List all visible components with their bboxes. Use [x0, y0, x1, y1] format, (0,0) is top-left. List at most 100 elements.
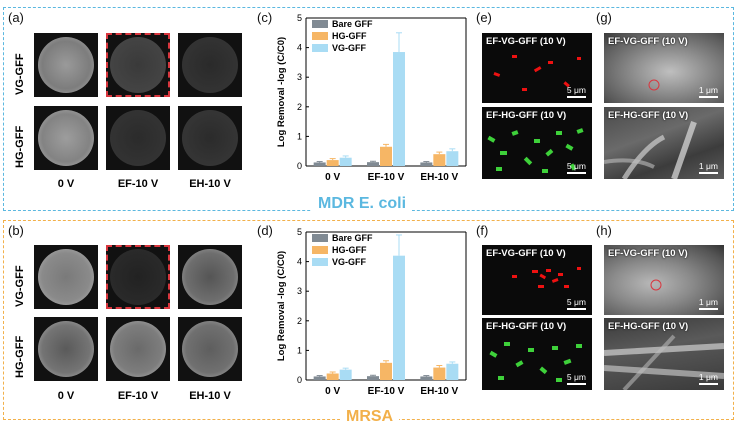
col-label-b-0v: 0 V	[57, 390, 75, 402]
fluor-f-bottom-label: EF-HG-GFF (10 V)	[486, 321, 567, 332]
col-label-a-ef: EF-10 V	[117, 178, 159, 190]
fluor-f-bottom: EF-HG-GFF (10 V) 5 μm	[482, 318, 592, 390]
dish-a-hg-ef	[106, 106, 170, 170]
legend-label: VG-GFF	[332, 43, 366, 53]
panel-label-a: (a)	[8, 10, 24, 25]
bar	[446, 151, 459, 166]
dish-a-vg-0v	[34, 33, 98, 97]
chart-c: 0 1 2 3 4 5 Log Removal -log (C/C0) 0 V EF-10 V E…	[276, 14, 467, 183]
dish-b-vg-0v	[34, 245, 98, 309]
bar	[420, 162, 433, 166]
sem-h-top-label: EF-VG-GFF (10 V)	[608, 248, 688, 259]
sem-h-bottom-label: EF-HG-GFF (10 V)	[608, 321, 689, 332]
legend-swatch	[312, 246, 328, 254]
bar	[433, 154, 446, 166]
bar	[380, 146, 392, 166]
bar	[313, 376, 326, 380]
dish-b-vg-eh	[178, 245, 242, 309]
legend-swatch	[312, 258, 328, 266]
y-tick-label: 4	[297, 257, 302, 267]
legend-swatch	[312, 44, 328, 52]
bar	[446, 363, 459, 380]
row-label-hg: HG-GFF	[14, 125, 26, 168]
scale-bar: 1 μm	[698, 161, 718, 174]
x-tick-label: 0 V	[325, 172, 340, 183]
legend-label: Bare GFF	[332, 19, 373, 29]
y-axis-label: Log Removal -log (C/C0)	[276, 251, 287, 361]
x-tick-label: 0 V	[325, 386, 340, 397]
bar	[367, 162, 379, 166]
y-tick-label: 5	[297, 228, 302, 237]
bar	[393, 52, 405, 166]
y-axis-label: Log Removal -log (C/C0)	[276, 37, 287, 147]
panel-label-e: (e)	[476, 10, 492, 25]
legend-swatch	[312, 32, 328, 40]
scale-bar: 1 μm	[698, 85, 718, 98]
legend-label: Bare GFF	[332, 233, 373, 243]
panel-label-d: (d)	[257, 223, 273, 238]
row-label-vg-b: VG-GFF	[14, 265, 26, 307]
y-tick-label: 5	[297, 14, 302, 23]
y-tick-label: 2	[297, 102, 302, 112]
y-tick-label: 3	[297, 72, 302, 82]
bar	[367, 376, 379, 380]
bar	[339, 369, 352, 380]
fluor-e-bottom-label: EF-HG-GFF (10 V)	[486, 110, 567, 121]
dish-b-vg-ef	[106, 245, 170, 309]
banner-mrsa: MRSA	[340, 408, 400, 426]
panel-label-g: (g)	[596, 10, 612, 25]
dish-b-hg-0v	[34, 317, 98, 381]
scale-bar: 5 μm	[566, 85, 586, 98]
panel-label-c: (c)	[257, 10, 273, 25]
sem-h-top: EF-VG-GFF (10 V) 1 μm	[604, 245, 724, 315]
chart-d: 0 1 2 3 4 5 Log Removal -log (C/C0) 0 V EF-10 V E…	[276, 228, 467, 397]
y-tick-label: 0	[297, 161, 302, 171]
y-tick-label: 4	[297, 43, 302, 53]
dish-a-vg-eh	[178, 33, 242, 97]
sem-h-bottom: EF-HG-GFF (10 V) 1 μm	[604, 318, 724, 390]
y-tick-label: 1	[297, 345, 302, 355]
legend-label: VG-GFF	[332, 257, 366, 267]
col-label-a-0v: 0 V	[57, 178, 75, 190]
scale-bar: 5 μm	[566, 372, 586, 385]
legend-swatch	[312, 20, 328, 28]
bar	[433, 367, 446, 380]
y-tick-label: 0	[297, 375, 302, 385]
legend-label: HG-GFF	[332, 31, 367, 41]
dish-b-hg-eh	[178, 317, 242, 381]
bar	[339, 157, 352, 166]
bar	[420, 376, 433, 380]
sem-g-top-label: EF-VG-GFF (10 V)	[608, 36, 688, 47]
sem-g-bottom-label: EF-HG-GFF (10 V)	[608, 110, 689, 121]
fluor-f-top: EF-VG-GFF (10 V) 5 μm	[482, 245, 592, 315]
scale-bar: 5 μm	[566, 297, 586, 310]
scale-bar: 1 μm	[698, 372, 718, 385]
banner-mdr-ecoli: MDR E. coli	[312, 195, 413, 213]
dish-a-hg-eh	[178, 106, 242, 170]
bar	[326, 373, 339, 380]
fluor-e-top-label: EF-VG-GFF (10 V)	[486, 36, 566, 47]
y-tick-label: 1	[297, 131, 302, 141]
panel-label-h: (h)	[596, 223, 612, 238]
bar	[380, 362, 392, 380]
panel-label-b: (b)	[8, 223, 24, 238]
x-tick-label: EF-10 V	[368, 386, 405, 397]
x-tick-label: EF-10 V	[368, 172, 405, 183]
bar	[393, 255, 405, 380]
col-label-a-eh: EH-10 V	[189, 178, 231, 190]
sem-g-bottom: EF-HG-GFF (10 V) 1 μm	[604, 107, 724, 179]
y-tick-label: 2	[297, 316, 302, 326]
col-label-b-eh: EH-10 V	[189, 390, 231, 402]
dish-a-hg-0v	[34, 106, 98, 170]
col-label-b-ef: EF-10 V	[117, 390, 159, 402]
legend-label: HG-GFF	[332, 245, 367, 255]
row-label-vg: VG-GFF	[14, 53, 26, 95]
sem-g-top: EF-VG-GFF (10 V) 1 μm	[604, 33, 724, 103]
x-tick-label: EH-10 V	[420, 172, 458, 183]
x-tick-label: EH-10 V	[420, 386, 458, 397]
fluor-e-bottom: EF-HG-GFF (10 V) 5 μm	[482, 107, 592, 179]
dish-b-hg-ef	[106, 317, 170, 381]
row-label-hg-b: HG-GFF	[14, 335, 26, 378]
scale-bar: 5 μm	[566, 161, 586, 174]
bar	[313, 162, 326, 166]
